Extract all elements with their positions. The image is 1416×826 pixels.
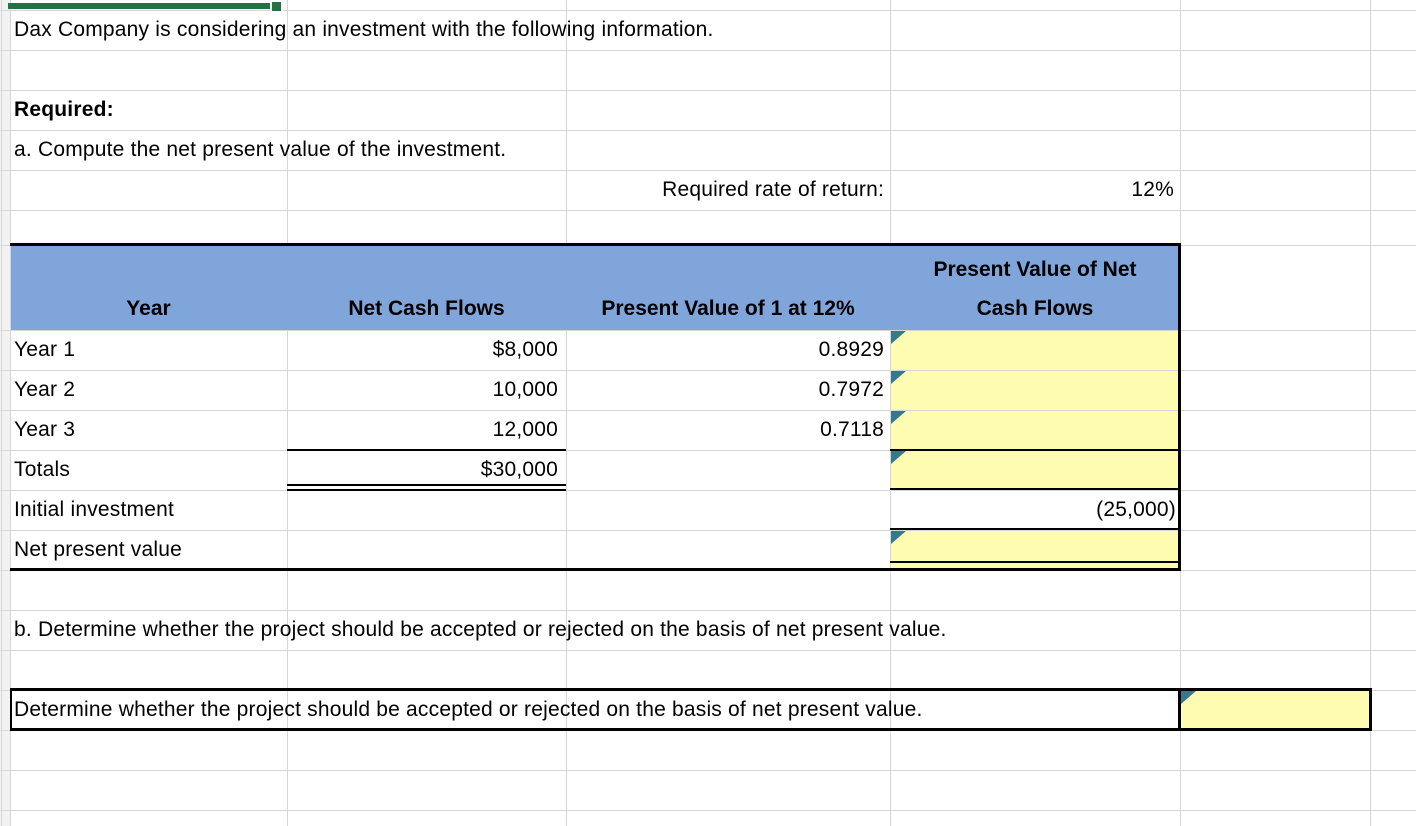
pv-rule-initial-investment [890,528,1180,530]
gridline-horizontal [0,10,1416,11]
gridline-vertical [1,0,2,826]
gridline-horizontal [0,90,1416,91]
answer-cell-accept-reject[interactable] [1181,691,1369,728]
gridline-horizontal [0,530,1416,531]
cell-year-2-label: Year 2 [14,378,76,401]
cell-initial-investment-value: (25,000) [1096,498,1176,521]
cell-answer-prompt: Determine whether the project should be … [14,698,923,721]
gridline-vertical [566,0,567,826]
header-year: Year [10,246,287,330]
header-net-cash-flows-label: Net Cash Flows [348,297,505,320]
gridline-horizontal [0,610,1416,611]
cell-year-2-cash: 10,000 [492,378,558,401]
cell-net-present-value-label: Net present value [14,538,182,561]
header-year-label: Year [126,297,171,320]
answer-cell-totals[interactable] [891,451,1180,490]
header-pv-of-1: Present Value of 1 at 12% [566,246,890,330]
cell-totals-label: Totals [14,458,71,481]
table-border-bottom [10,568,1181,571]
selection-border [8,3,270,9]
gridline-vertical [10,0,11,826]
comment-flag-icon [891,371,906,384]
gridline-horizontal [0,50,1416,51]
table-border-right [1178,243,1181,571]
gridline-horizontal [0,170,1416,171]
cell-year-1-cash: $8,000 [492,338,558,361]
comment-flag-icon [891,331,906,344]
answer-box-divider [1178,688,1181,731]
total-double-rule-lower [287,489,566,491]
cell-year-1-pv1: 0.8929 [818,338,884,361]
gridline-vertical [1370,0,1371,826]
gridline-horizontal [890,370,1180,371]
answer-cell-year-1[interactable] [891,331,1180,370]
header-net-cash-flows: Net Cash Flows [287,246,566,330]
answer-box-border-right [1369,688,1372,731]
total-double-rule-upper [287,484,566,486]
gridline-horizontal [0,490,1416,491]
cell-year-2-pv1: 0.7972 [818,378,884,401]
gridline-horizontal [0,370,1416,371]
cell-rate-label: Required rate of return: [662,178,884,201]
answer-cell-year-3[interactable] [891,411,1180,450]
gridline-horizontal [0,210,1416,211]
gridline-vertical [287,0,288,826]
gridline-horizontal [0,130,1416,131]
gridline-horizontal [0,650,1416,651]
comment-flag-icon [1181,691,1196,704]
comment-flag-icon [891,451,906,464]
cell-rate-value: 12% [1131,178,1174,201]
gridline-horizontal [0,810,1416,811]
cell-required-label: Required: [14,98,114,121]
cell-year-3-label: Year 3 [14,418,76,441]
column-a-strip [0,0,10,826]
cell-part-b: b. Determine whether the project should … [14,618,947,641]
gridline-horizontal [0,770,1416,771]
cell-intro: Dax Company is considering an investment… [14,18,714,41]
gridline-horizontal [890,410,1180,411]
answer-box-border-left [10,688,12,731]
answer-box-border-bottom [10,728,1372,731]
cell-totals-cash: $30,000 [480,458,558,481]
table-border-top [10,243,1181,246]
pv-rule-year3 [890,449,1180,451]
fill-handle-icon[interactable] [270,0,283,13]
pv-rule-totals [890,488,1180,490]
gridline-horizontal [0,450,1416,451]
answer-cell-year-2[interactable] [891,371,1180,410]
subtotal-rule [287,449,566,451]
comment-flag-icon [891,531,906,544]
npv-double-rule-upper [890,561,1180,563]
header-pv-net-cash-flows: Present Value of Net Cash Flows [890,246,1180,330]
table-header-background [11,246,1181,330]
cell-year-3-pv1: 0.7118 [820,418,884,441]
cell-part-a: a. Compute the net present value of the … [14,138,507,161]
comment-flag-icon [891,411,906,424]
gridline-horizontal [0,330,1416,331]
answer-box-border-top [10,688,1372,691]
cell-year-3-cash: 12,000 [492,418,558,441]
gridline-vertical [890,0,891,826]
header-pv-of-1-label: Present Value of 1 at 12% [601,297,855,320]
header-pv-net-cash-flows-label: Present Value of Net Cash Flows [933,258,1137,320]
cell-initial-investment-label: Initial investment [14,498,175,521]
cell-year-1-label: Year 1 [14,338,76,361]
gridline-horizontal [0,410,1416,411]
